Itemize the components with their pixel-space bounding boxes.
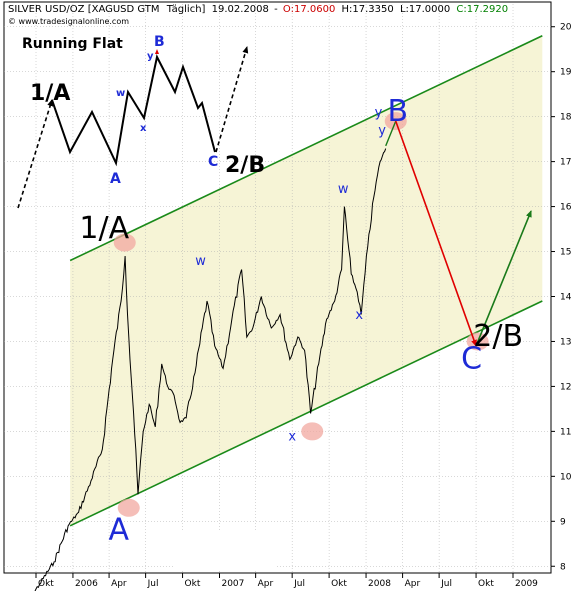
y-tick-label: 12 [560, 382, 571, 392]
y-tick-label: 20 [560, 23, 572, 33]
pivot-marker [113, 233, 136, 252]
projection-arrow-up [475, 210, 532, 347]
x-tick-label: Apr [258, 579, 274, 589]
x-tick-label: Okt [185, 579, 201, 589]
x-tick-label: Jul [293, 579, 305, 589]
x-tick-label: Okt [331, 579, 347, 589]
watermark: © www.tradesignalonline.com [8, 17, 129, 26]
wave-label-3: x [288, 429, 296, 444]
wave-label-8: B [387, 94, 408, 129]
y-tick-label: 14 [560, 292, 572, 302]
pivot-marker [301, 422, 324, 441]
wave-label-5: x [355, 308, 363, 323]
projection-arrow-down [395, 120, 477, 347]
wave-label-1: A [108, 512, 129, 547]
channel-lower-line [69, 300, 543, 527]
header-period: Täglich] [166, 4, 206, 15]
wave-label-4: w [338, 182, 349, 197]
wave-label-10: 2/B [473, 319, 523, 354]
y-tick-label: 18 [560, 113, 572, 123]
inset-b-arrowhead [155, 49, 159, 54]
x-tick-label: Okt [38, 579, 54, 589]
x-tick-label: Jul [147, 579, 159, 589]
inset-label-2: B [154, 34, 165, 50]
header-close: C:17.2920 [456, 4, 508, 15]
y-tick-label: 19 [560, 68, 572, 78]
inset-title: Running Flat [22, 36, 123, 52]
x-tick-label: 2008 [368, 579, 391, 589]
inset-lead-dashed [17, 99, 54, 209]
blank-patch [175, 530, 275, 570]
x-tick-label: Jul [440, 579, 452, 589]
header-open: O:17.0600 [283, 4, 335, 15]
wave-label-7: y [378, 124, 386, 139]
inset-wave-path [51, 54, 216, 167]
chart-header: SILVER USD/OZ [XAGUSD GTM Täglich] 19.02… [8, 4, 508, 15]
projection-b-leg [385, 120, 397, 147]
pivot-marker [384, 112, 407, 131]
pivot-marker [117, 498, 140, 517]
inset-label-5: w [116, 88, 125, 99]
wave-label-6: y [375, 106, 383, 121]
x-tick-label: Okt [478, 579, 494, 589]
inset-label-7: y [147, 51, 154, 62]
inset-label-6: x [140, 123, 147, 134]
y-tick-label: 10 [560, 472, 572, 482]
x-tick-label: 2006 [75, 579, 98, 589]
x-tick-label: Apr [405, 579, 421, 589]
header-high: H:17.3350 [342, 4, 394, 15]
x-tick-label: 2007 [221, 579, 244, 589]
y-tick-label: 9 [560, 517, 566, 527]
inset-label-3: C [208, 154, 218, 170]
y-tick-label: 15 [560, 248, 571, 258]
header-date: 19.02.2008 [212, 4, 269, 15]
price-line [34, 148, 387, 591]
wave-label-2: w [195, 254, 206, 269]
inset-label-0: 1/A [30, 81, 70, 106]
y-tick-label: 8 [560, 562, 566, 572]
channel-upper-line [69, 34, 543, 262]
y-tick-label: 11 [560, 427, 571, 437]
wave-label-0: 1/A [79, 211, 129, 246]
header-symbol: SILVER USD/OZ [XAGUSD GTM [8, 4, 160, 15]
inset-label-1: A [110, 171, 121, 187]
y-tick-label: 17 [560, 158, 571, 168]
header-low: L:17.0000 [400, 4, 450, 15]
x-tick-label: 2009 [515, 579, 538, 589]
y-tick-label: 16 [560, 203, 572, 213]
inset-label-4: 2/B [225, 153, 265, 178]
wave-label-9: C [461, 341, 482, 376]
inset-lead-out-dashed [215, 46, 249, 153]
x-tick-label: Apr [111, 579, 127, 589]
y-tick-label: 13 [560, 337, 571, 347]
